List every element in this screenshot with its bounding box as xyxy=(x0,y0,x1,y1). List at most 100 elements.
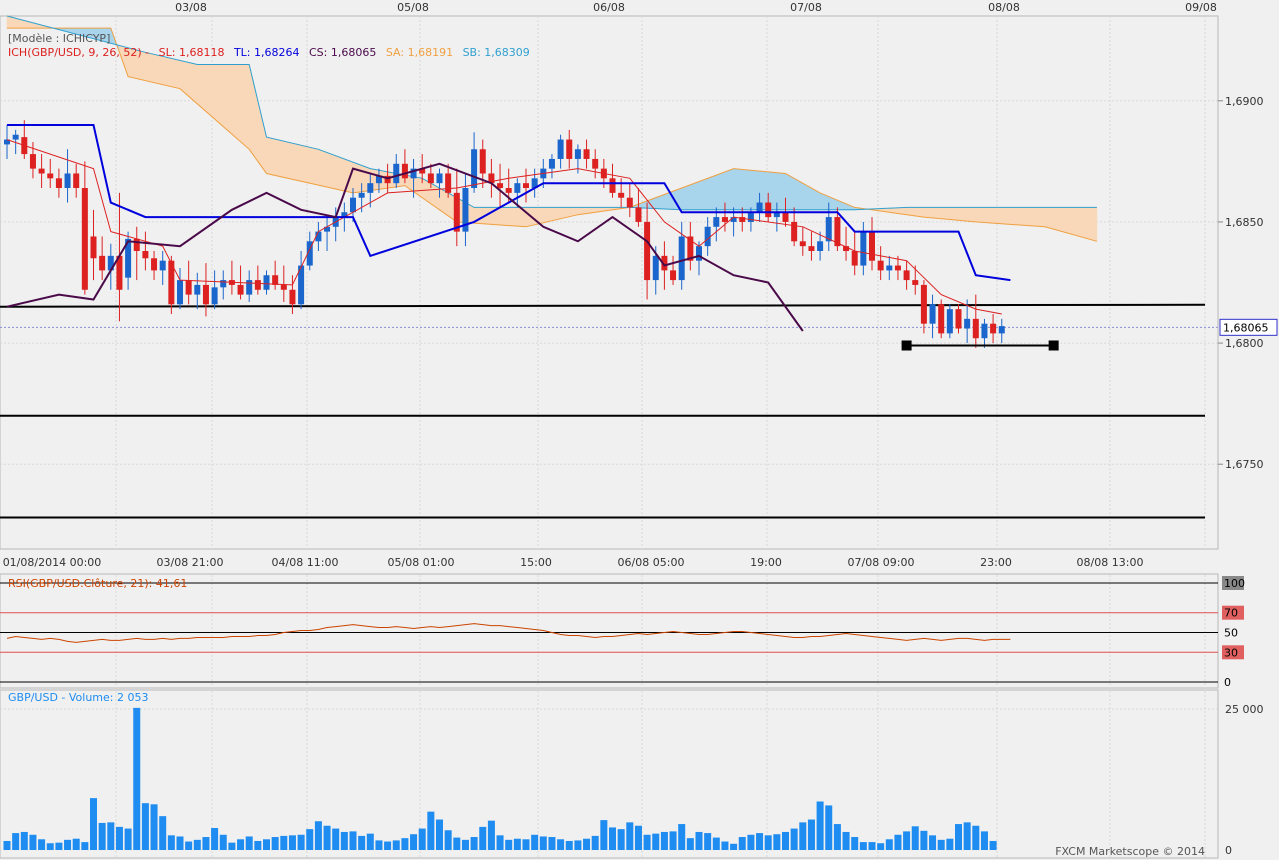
cloud-segment xyxy=(227,64,233,135)
candle xyxy=(47,158,54,189)
candle-body xyxy=(505,188,512,193)
rsi-tick-background xyxy=(1222,625,1244,640)
volume-bar xyxy=(833,824,841,850)
top-date-label: 09/08 xyxy=(1185,1,1217,14)
candle-body xyxy=(401,163,408,179)
cloud-segment xyxy=(300,144,306,183)
candle-body xyxy=(670,270,677,281)
candle-body xyxy=(177,280,183,305)
time-axis: 01/08/2014 00:00 03/08 21:00 04/08 11:00 05… xyxy=(3,556,1144,569)
candle-body xyxy=(453,192,460,232)
cloud-segment xyxy=(339,156,345,192)
cloud-segment xyxy=(746,169,752,211)
candle-body xyxy=(12,134,19,140)
cloud-segment xyxy=(326,152,332,189)
cloud-segment xyxy=(158,54,163,86)
rsi-panel[interactable]: 100 70 50 30 0 RSI(GBP/USD.Clôture, 21): 41,… xyxy=(0,573,1245,689)
cloud-segment xyxy=(443,189,449,217)
candle xyxy=(626,183,633,218)
candle-body xyxy=(834,217,841,247)
volume-bar xyxy=(583,838,591,850)
volume-bar xyxy=(392,840,400,850)
cloud-segment xyxy=(655,195,661,210)
cloud-segment xyxy=(733,168,739,211)
cloud-segment xyxy=(175,59,181,90)
candle xyxy=(765,192,772,222)
cloud-segment xyxy=(469,204,475,224)
volume-bar xyxy=(600,820,608,850)
volume-bar xyxy=(643,834,651,850)
volume-bar xyxy=(539,836,547,850)
sl-value: SL: 1,68118 xyxy=(159,46,225,59)
trendline[interactable] xyxy=(901,340,1059,351)
candle xyxy=(90,209,97,281)
candle xyxy=(514,178,521,208)
candle-body xyxy=(644,221,651,281)
candle-body xyxy=(29,154,36,169)
candle-body xyxy=(272,275,279,285)
price-tick-label: 1,6850 xyxy=(1225,216,1264,229)
rsi-tick-background xyxy=(1222,605,1244,620)
candle-body xyxy=(713,217,720,227)
volume-panel[interactable]: 25 000 0 GBP/USD - Volume: 2 053 xyxy=(0,689,1264,859)
volume-bar xyxy=(159,816,167,850)
candle xyxy=(177,267,183,310)
candle-body xyxy=(125,238,132,278)
volume-bar xyxy=(609,827,616,850)
volume-bar xyxy=(263,839,270,850)
volume-bar xyxy=(38,839,46,850)
volume-bar xyxy=(522,839,530,850)
cloud-segment xyxy=(352,161,358,194)
cloud-segment xyxy=(958,207,964,222)
candle-body xyxy=(972,318,979,339)
cloud-segment xyxy=(940,207,946,220)
cloud-segment xyxy=(724,169,730,211)
candle-body xyxy=(202,284,209,305)
price-panel[interactable]: 1,6900 1,6850 1,6800 1,6750 1,68065 xyxy=(0,15,1279,550)
horizontal-lines[interactable] xyxy=(0,303,1218,519)
volume-bar xyxy=(782,831,789,850)
cloud-segment xyxy=(6,15,12,29)
candle-body xyxy=(90,236,97,259)
volume-tick-label: 0 xyxy=(1225,844,1232,857)
time-label: 19:00 xyxy=(750,556,782,569)
candle-body xyxy=(920,284,927,324)
volume-bar xyxy=(211,828,219,850)
rsi-tick-label: 70 xyxy=(1224,607,1238,620)
candle xyxy=(583,139,590,169)
candle xyxy=(972,294,979,348)
candle xyxy=(133,226,140,281)
rsi-tick-label: 0 xyxy=(1224,676,1231,689)
volume-bar xyxy=(712,837,720,850)
volume-bar xyxy=(513,838,521,850)
price-tick-label: 1,6800 xyxy=(1225,337,1264,350)
cloud-segment xyxy=(318,148,324,187)
volume-bar xyxy=(436,819,443,850)
candle xyxy=(592,149,599,179)
volume-bar xyxy=(885,839,893,850)
volume-bar xyxy=(859,842,867,850)
cloud-segment xyxy=(815,189,821,211)
cloud-segment xyxy=(1040,207,1046,228)
cloud-segment xyxy=(231,64,237,139)
cloud-segment xyxy=(517,207,522,227)
candle xyxy=(773,202,780,232)
cloud-segment xyxy=(499,207,505,226)
time-label: 06/08 05:00 xyxy=(618,556,685,569)
candle xyxy=(687,221,694,271)
candle xyxy=(609,163,616,198)
candle-body xyxy=(747,212,754,222)
cloud-segment xyxy=(789,175,795,211)
cloud-segment xyxy=(962,207,968,222)
current-price-label: 1,68065 xyxy=(1223,321,1269,334)
candle-body xyxy=(825,217,832,242)
volume-bar xyxy=(366,833,374,850)
cloud-segment xyxy=(171,58,176,89)
cloud-segment xyxy=(984,207,990,224)
candle-body xyxy=(419,168,426,174)
volume-bar xyxy=(496,835,504,850)
volume-bar xyxy=(756,833,764,850)
volume-bar xyxy=(738,837,746,850)
cloud-segment xyxy=(798,180,804,211)
candle xyxy=(721,202,728,232)
